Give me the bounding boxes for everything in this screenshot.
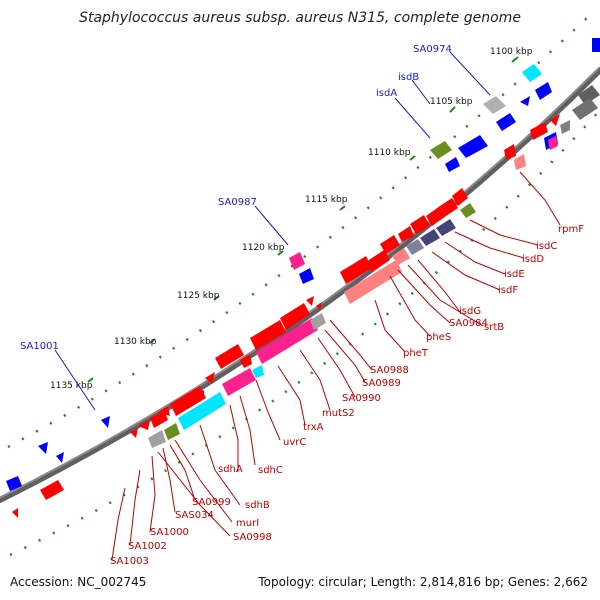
gene-label: SA1003 <box>110 556 149 567</box>
accession-label: Accession: NC_002745 <box>10 575 147 589</box>
genome-title: Staphylococcus aureus subsp. aureus N315… <box>79 10 521 26</box>
gene-label: SA1001 <box>20 341 59 352</box>
inner-leaders <box>111 171 561 561</box>
scale-ticks: 1100 kbp 1105 kbp 1110 kbp 1115 kbp 1120… <box>50 47 533 391</box>
gene-label: isdG <box>459 306 481 317</box>
tick-label: 1120 kbp <box>242 243 285 253</box>
gene-label: isdD <box>522 254 544 265</box>
gene-label: sdhA <box>218 464 243 475</box>
tick-label: 1110 kbp <box>368 148 411 158</box>
gene-label: isdA <box>376 88 397 99</box>
tick-label: 1130 kbp <box>114 337 157 347</box>
gene-label: SA0974 <box>413 44 452 55</box>
gene-label: mutS2 <box>322 408 355 419</box>
tick-label: 1125 kbp <box>177 291 220 301</box>
forward-genes <box>6 38 600 491</box>
gene-label: SA1002 <box>128 541 167 552</box>
gene-label: sdhB <box>245 500 270 511</box>
gene-label: srtB <box>484 322 504 333</box>
tick-label: 1115 kbp <box>305 195 348 205</box>
gene-label: pheT <box>403 348 429 359</box>
tick-label: 1135 kbp <box>50 381 93 391</box>
gene-label: SA0984 <box>449 318 488 329</box>
gene-block <box>522 64 542 82</box>
gene-label: SA0999 <box>192 497 231 508</box>
outer-leaders <box>54 51 491 411</box>
gene-label: murI <box>236 518 259 529</box>
tick-label: 1100 kbp <box>490 47 533 57</box>
gene-label: isdE <box>504 269 525 280</box>
gene-label: SA0989 <box>362 378 401 389</box>
gene-label: SA1000 <box>150 527 189 538</box>
gene-label: SA0990 <box>342 393 381 404</box>
gene-label: isdB <box>398 72 419 83</box>
gene-label: trxA <box>303 422 324 433</box>
reverse-genes <box>12 85 600 518</box>
gene-label: sdhC <box>258 465 283 476</box>
gene-label: uvrC <box>283 437 306 448</box>
genome-summary: Topology: circular; Length: 2,814,816 bp… <box>258 575 588 589</box>
gene-label: SA0998 <box>233 532 272 543</box>
gene-label: isdC <box>536 241 557 252</box>
gene-label: SAS034 <box>175 510 214 521</box>
tick-label: 1105 kbp <box>430 97 473 107</box>
gene-label: rpmF <box>558 224 584 235</box>
gene-label: SA0987 <box>218 197 257 208</box>
gene-label: isdF <box>498 285 518 296</box>
gene-label: SA0988 <box>370 365 409 376</box>
gene-label: pheS <box>426 332 451 343</box>
